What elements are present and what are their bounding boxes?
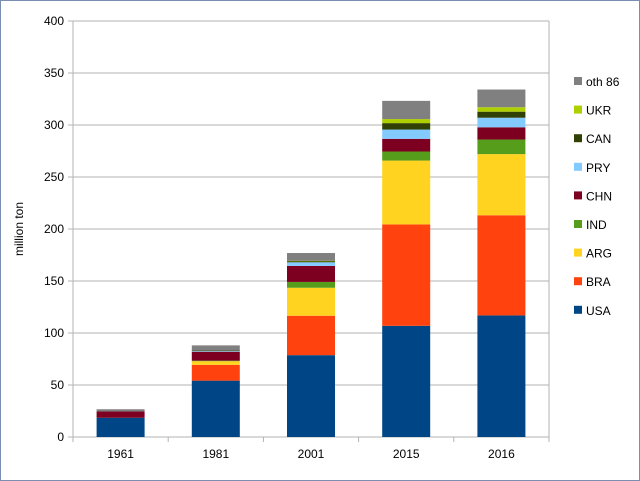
- bar-segment-chn-2001: [287, 265, 335, 282]
- legend-label: ARG: [586, 247, 612, 261]
- bars: [96, 89, 526, 437]
- bar-segment-ind-2016: [477, 139, 526, 155]
- bar-segment-oth-86-1981: [191, 345, 240, 351]
- x-tick-label: 2016: [488, 447, 515, 461]
- legend-swatch: [574, 305, 582, 314]
- y-tick-label: 350: [44, 66, 64, 80]
- bar-segment-bra-2015: [382, 224, 431, 326]
- bar-segment-pry-2016: [477, 117, 526, 128]
- y-tick-label: 400: [44, 14, 64, 28]
- legend-swatch: [574, 248, 582, 257]
- legend-label: BRA: [586, 275, 611, 289]
- y-tick-label: 100: [44, 326, 64, 340]
- legend-label: USA: [586, 304, 611, 318]
- bar-segment-usa-2001: [287, 355, 335, 437]
- y-tick-label: 200: [44, 222, 64, 236]
- legend-swatch: [574, 105, 582, 114]
- legend-label: PRY: [586, 161, 610, 175]
- axes: 0 50 100 150 200 250 300 350 400 1961 1981 2001 2015…: [44, 14, 550, 461]
- bar-segment-usa-2016: [477, 315, 526, 437]
- bar-segment-ukr-2015: [382, 119, 431, 124]
- legend-swatch: [574, 77, 582, 85]
- bar-segment-chn-1981: [191, 351, 240, 361]
- y-axis-label: million ton: [12, 202, 26, 256]
- bar-segment-oth-86-1961: [96, 409, 145, 412]
- bar-segment-can-2016: [477, 111, 526, 118]
- bar-segment-can-2015: [382, 123, 431, 130]
- bar-segment-ind-2015: [382, 151, 431, 161]
- bar-segment-usa-1981: [191, 380, 240, 437]
- bar-segment-ind-2001: [287, 281, 335, 288]
- y-tick-label: 300: [44, 118, 64, 132]
- legend-label: UKR: [586, 104, 612, 118]
- legend-swatch: [574, 134, 582, 143]
- x-tick-label: 1961: [107, 447, 134, 461]
- legend-swatch: [574, 277, 582, 286]
- y-tick-label: 250: [44, 170, 64, 184]
- legend-swatch: [574, 162, 582, 171]
- legend-label: IND: [586, 218, 607, 232]
- bar-segment-arg-2015: [382, 160, 431, 225]
- bar-segment-pry-2015: [382, 129, 431, 139]
- legend-label: CHN: [586, 189, 612, 203]
- legend-swatch: [574, 220, 582, 228]
- bar-segment-pry-1981: [191, 351, 240, 352]
- bar-segment-oth-86-2001: [287, 253, 335, 261]
- bar-segment-arg-2001: [287, 287, 335, 316]
- bar-segment-pry-2001: [287, 262, 335, 266]
- bar-segment-arg-2016: [477, 154, 526, 216]
- bar-segment-chn-2016: [477, 127, 526, 140]
- legend-label: CAN: [586, 132, 611, 146]
- legend-swatch: [574, 191, 582, 200]
- y-tick-label: 150: [44, 274, 64, 288]
- bar-segment-oth-86-2016: [477, 89, 526, 108]
- legend: USA BRA ARG IND CHN PRY CAN UKR oth 86: [574, 75, 620, 318]
- bar-segment-can-2001: [287, 260, 335, 263]
- bar-segment-chn-1961: [96, 411, 145, 418]
- bar-segment-usa-2015: [382, 325, 431, 437]
- bar-segment-bra-2016: [477, 215, 526, 316]
- bar-segment-chn-2015: [382, 138, 431, 152]
- x-tick-label: 1981: [202, 447, 229, 461]
- bar-segment-usa-1961: [96, 417, 145, 437]
- y-tick-label: 0: [57, 430, 64, 444]
- bar-segment-ind-1981: [191, 360, 240, 362]
- bar-segment-arg-1981: [191, 361, 240, 365]
- x-tick-label: 2015: [393, 447, 420, 461]
- bar-segment-ukr-2001: [287, 260, 335, 262]
- gridlines: [68, 20, 549, 438]
- bar-segment-oth-86-2015: [382, 100, 431, 120]
- legend-label: oth 86: [586, 75, 620, 89]
- y-tick-label: 50: [51, 378, 65, 392]
- bar-segment-ukr-2016: [477, 107, 526, 112]
- x-tick-label: 2001: [298, 447, 325, 461]
- bar-segment-bra-2001: [287, 315, 335, 356]
- bar-segment-can-1981: [191, 350, 240, 352]
- bar-segment-bra-1981: [191, 364, 240, 381]
